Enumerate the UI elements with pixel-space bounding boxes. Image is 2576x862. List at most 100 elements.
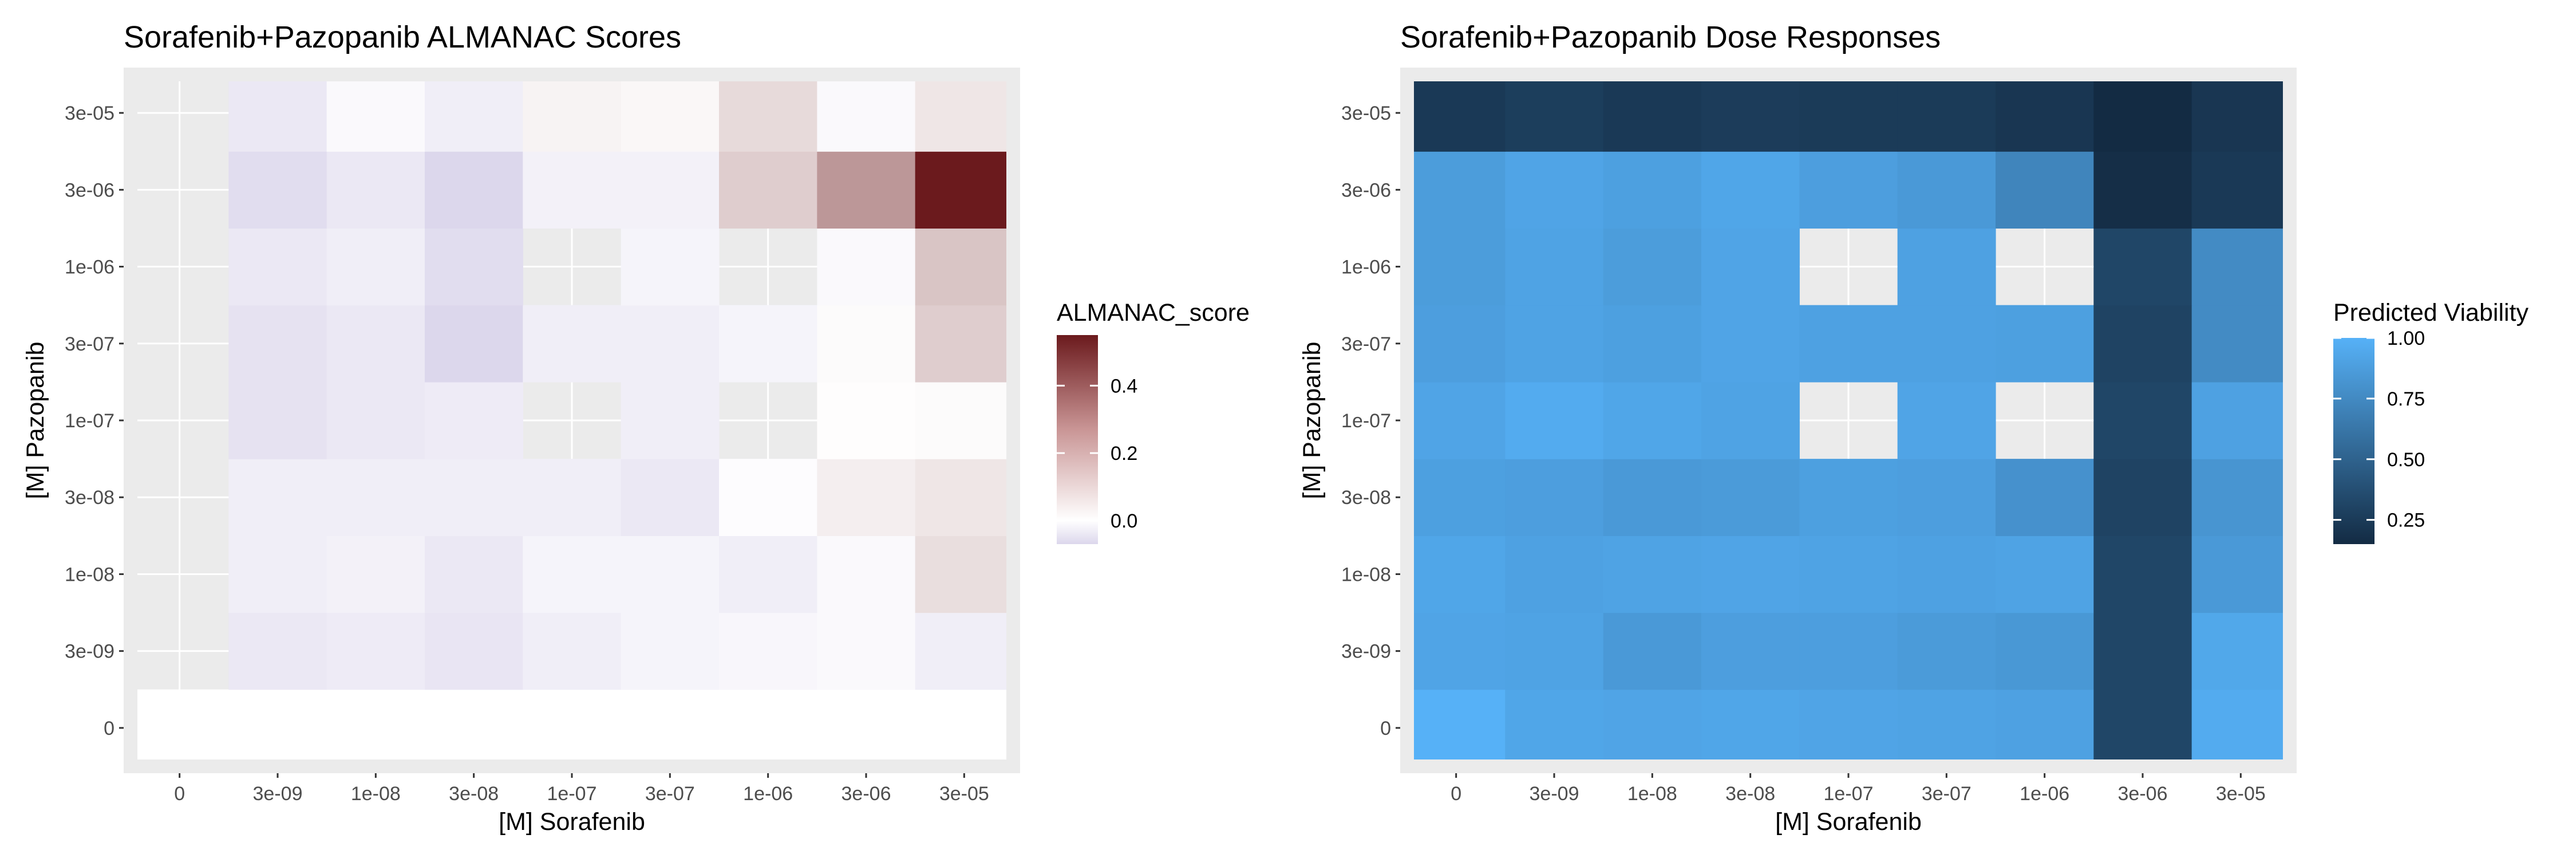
- heatmap-cell: [817, 74, 916, 152]
- heatmap-cell: [2093, 305, 2192, 383]
- almanac-colorbar: [1057, 335, 1098, 544]
- heatmap-cell: [1407, 305, 1506, 383]
- heatmap-cell: [915, 612, 1014, 690]
- heatmap-cell: [1996, 536, 2094, 613]
- heatmap-cell: [2191, 381, 2290, 459]
- heatmap-cell: [2093, 74, 2192, 152]
- heatmap-cell: [425, 459, 523, 536]
- heatmap-cell: [326, 305, 425, 383]
- heatmap-cell: [1505, 612, 1604, 690]
- heatmap-cell: [326, 536, 425, 613]
- y-tick-label: 3e-07: [65, 333, 114, 355]
- heatmap-cell: [1897, 459, 1996, 536]
- heatmap-cell: [2191, 305, 2290, 383]
- heatmap-cell: [2093, 536, 2192, 613]
- heatmap-cell: [326, 689, 425, 767]
- x-tick-label: 1e-07: [1824, 783, 1874, 805]
- y-tick-label: 3e-05: [1341, 103, 1391, 124]
- heatmap-cell: [621, 381, 720, 459]
- y-tick-label: 3e-09: [1341, 641, 1391, 663]
- heatmap-cell: [1701, 381, 1800, 459]
- dose-legend: Predicted Viability 0.25 0.50 0.75 1.00: [2333, 299, 2528, 544]
- almanac-x-ticks: 0 3e-09 1e-08 3e-08 1e-07 3e-07 1e-06 3e-06 3e-0…: [174, 773, 989, 805]
- heatmap-cell: [719, 151, 817, 229]
- heatmap-cell: [326, 228, 425, 306]
- heatmap-cell: [425, 228, 523, 306]
- heatmap-cell: [425, 381, 523, 459]
- almanac-legend-ticks: 0.0 0.2 0.4: [1057, 375, 1137, 532]
- heatmap-cell: [1799, 459, 1898, 536]
- heatmap-cell: [1505, 151, 1604, 229]
- heatmap-cell: [621, 74, 720, 152]
- heatmap-cell: [915, 151, 1014, 229]
- heatmap-cell: [1407, 689, 1506, 767]
- heatmap-cell: [1603, 612, 1702, 690]
- heatmap-cell: [2191, 74, 2290, 152]
- heatmap-cell: [1799, 536, 1898, 613]
- heatmap-cell: [1407, 74, 1506, 152]
- heatmap-cell: [425, 305, 523, 383]
- heatmap-cell: [817, 228, 916, 306]
- legend-tick-label: 0.0: [1111, 510, 1137, 532]
- heatmap-cell: [1701, 74, 1800, 152]
- heatmap-cell: [621, 612, 720, 690]
- almanac-y-ticks: 0 3e-09 1e-08 3e-08 1e-07 3e-07 1e-06 3e-06 3e-0…: [65, 103, 124, 739]
- y-tick-label: 3e-07: [1341, 333, 1391, 355]
- y-tick-label: 3e-06: [65, 179, 114, 201]
- heatmap-cell: [425, 536, 523, 613]
- heatmap-cell: [1603, 151, 1702, 229]
- heatmap-cell: [1996, 74, 2094, 152]
- x-tick-label: 1e-06: [2020, 783, 2069, 805]
- heatmap-cell: [523, 151, 622, 229]
- y-tick-label: 1e-07: [1341, 410, 1391, 432]
- heatmap-cell: [1407, 228, 1506, 306]
- heatmap-cell: [1407, 536, 1506, 613]
- heatmap-cell: [915, 689, 1014, 767]
- dose-x-ticks: 0 3e-09 1e-08 3e-08 1e-07 3e-07 1e-06 3e-06 3e-0…: [1451, 773, 2266, 805]
- heatmap-cell: [915, 536, 1014, 613]
- heatmap-cell: [915, 459, 1014, 536]
- dose-legend-ticks: 0.25 0.50 0.75 1.00: [2333, 328, 2425, 532]
- heatmap-cell: [2191, 689, 2290, 767]
- x-tick-label: 3e-05: [939, 783, 989, 805]
- heatmap-cell: [523, 536, 622, 613]
- heatmap-cell: [2191, 459, 2290, 536]
- legend-tick-label: 0.4: [1111, 375, 1137, 397]
- x-tick-label: 0: [174, 783, 185, 805]
- heatmap-cell: [228, 151, 327, 229]
- heatmap-cell: [2191, 228, 2290, 306]
- heatmap-cell: [425, 74, 523, 152]
- heatmap-cell: [1996, 689, 2094, 767]
- x-tick-label: 3e-06: [2118, 783, 2168, 805]
- heatmap-cell: [2093, 151, 2192, 229]
- heatmap-cell: [719, 459, 817, 536]
- heatmap-cell: [621, 305, 720, 383]
- heatmap-cell: [719, 305, 817, 383]
- heatmap-cell: [2093, 228, 2192, 306]
- heatmap-cell: [719, 689, 817, 767]
- heatmap-cell: [2191, 151, 2290, 229]
- heatmap-cell: [1996, 305, 2094, 383]
- heatmap-cell: [1799, 305, 1898, 383]
- legend-tick-label: 0.2: [1111, 443, 1137, 465]
- heatmap-cell: [621, 459, 720, 536]
- heatmap-cell: [2191, 536, 2290, 613]
- heatmap-cell: [1407, 459, 1506, 536]
- y-tick-label: 1e-06: [65, 257, 114, 278]
- dose-y-ticks: 0 3e-09 1e-08 3e-08 1e-07 3e-07 1e-06 3e-06 3e-0…: [1341, 103, 1400, 739]
- almanac-legend-title: ALMANAC_score: [1057, 299, 1250, 326]
- heatmap-cell: [326, 459, 425, 536]
- heatmap-cell: [817, 381, 916, 459]
- heatmap-cell: [1996, 612, 2094, 690]
- heatmap-cell: [915, 74, 1014, 152]
- heatmap-cell: [425, 689, 523, 767]
- heatmap-cell: [2093, 459, 2192, 536]
- y-tick-label: 3e-05: [65, 103, 114, 124]
- heatmap-cell: [523, 459, 622, 536]
- y-tick-label: 0: [1380, 718, 1391, 739]
- heatmap-cell: [1996, 459, 2094, 536]
- heatmap-cell: [523, 305, 622, 383]
- heatmap-cell: [719, 74, 817, 152]
- heatmap-cell: [131, 689, 229, 767]
- heatmap-cell: [523, 612, 622, 690]
